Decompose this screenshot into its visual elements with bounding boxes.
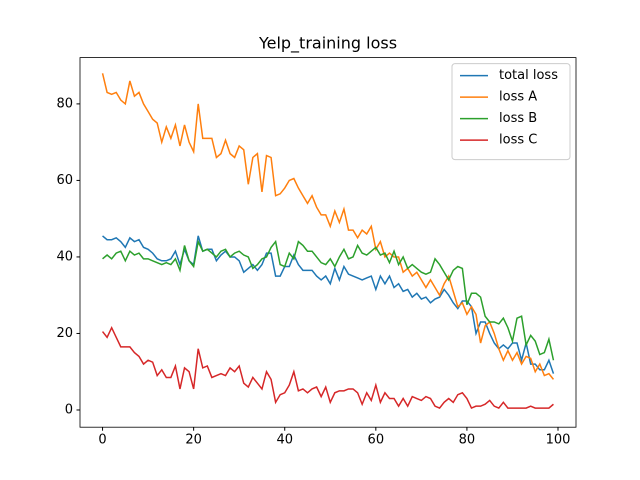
chart-title: Yelp_training loss xyxy=(258,34,397,54)
series-line xyxy=(101,73,555,380)
y-tick-label: 20 xyxy=(56,326,73,341)
legend-label: loss C xyxy=(499,133,537,148)
x-tick-label: 100 xyxy=(546,433,571,448)
x-tick-label: 0 xyxy=(98,433,106,448)
x-tick-label: 20 xyxy=(185,433,202,448)
y-tick-label: 40 xyxy=(56,249,73,264)
y-tick-label: 0 xyxy=(65,402,73,417)
legend-label: loss B xyxy=(499,111,537,126)
series-line xyxy=(102,239,555,361)
legend-label: total loss xyxy=(499,68,558,83)
series-line xyxy=(101,325,554,410)
series-line xyxy=(102,235,555,374)
legend-box xyxy=(451,63,571,161)
x-tick-label: 80 xyxy=(459,433,476,448)
y-tick-label: 80 xyxy=(56,96,73,111)
legend-label: loss A xyxy=(499,90,537,105)
x-tick-label: 40 xyxy=(276,433,293,448)
plot-frame xyxy=(79,57,577,428)
x-tick-label: 60 xyxy=(368,433,385,448)
y-tick-label: 60 xyxy=(56,173,73,188)
